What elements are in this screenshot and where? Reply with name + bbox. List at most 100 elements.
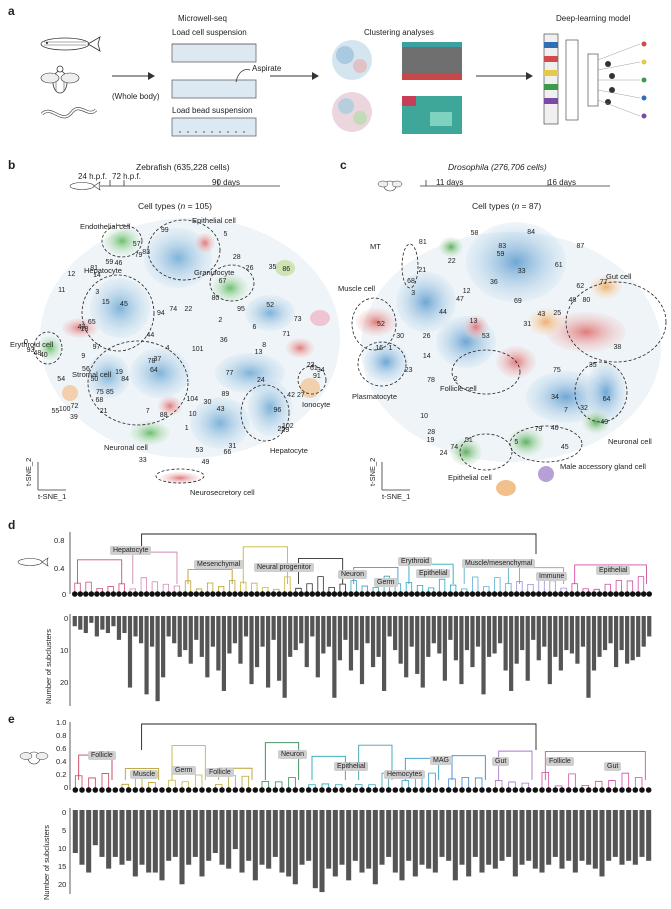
e-tree-leaf xyxy=(505,787,512,793)
e-tree-branch xyxy=(401,780,410,790)
d-tree-leaf xyxy=(436,591,443,597)
dm-numbers-num: 58 xyxy=(470,230,479,238)
e-tree-leaf xyxy=(212,787,219,793)
d-tree-branch xyxy=(339,583,346,594)
dm-numbers-num: 48 xyxy=(568,297,577,305)
zf-numbers-num: 85 xyxy=(106,388,114,396)
e-tree-branch xyxy=(634,777,643,790)
d-bars-bar xyxy=(647,616,652,637)
e-tree-leaf xyxy=(72,787,79,793)
d-bars-bar xyxy=(199,616,204,657)
e-tree-leaf xyxy=(599,787,605,793)
d-bars-bar xyxy=(183,616,188,651)
dm-numbers-num: 31 xyxy=(523,320,532,328)
d-bars-bar xyxy=(288,616,293,657)
zf-numbers-num: 79 xyxy=(134,252,143,260)
zf-numbers-num: 37 xyxy=(153,355,162,363)
zf-numbers-num: 25 xyxy=(277,425,286,433)
zf-numbers-num: 45 xyxy=(120,301,128,309)
d-tree-leaf xyxy=(243,591,249,597)
dm-numbers-num: 32 xyxy=(580,405,588,413)
dm-label-mt: MT xyxy=(370,242,381,251)
e-bars-bar xyxy=(226,810,232,869)
dm-numbers-num: 12 xyxy=(462,287,471,295)
d-bars-bar xyxy=(503,616,508,671)
zf-numbers-num: 21 xyxy=(99,407,108,415)
e-tree-group-branch xyxy=(404,757,440,780)
d-tree-leaf xyxy=(77,591,84,597)
d-bars-bar xyxy=(636,616,641,657)
d-tree-leaf xyxy=(149,591,155,597)
d-bars-bar xyxy=(625,616,630,664)
panel-b-title: Zebrafish (635,228 cells) xyxy=(136,162,230,172)
e-tree-leaf xyxy=(299,787,305,793)
dm-numbers-num: 2 xyxy=(453,375,458,383)
e-tree-leaf xyxy=(405,787,412,793)
e-bars-bar xyxy=(132,810,138,877)
dm-numbers-num: 80 xyxy=(582,296,591,304)
zf-numbers-num: 56 xyxy=(82,366,90,374)
e-tree-leaf xyxy=(625,787,632,793)
e-bars-bar xyxy=(586,810,592,865)
e-tree-leaf xyxy=(352,787,359,793)
dm-numbers-num: 69 xyxy=(513,297,522,305)
e-tree-leaf xyxy=(419,787,425,793)
e-tree-branch xyxy=(194,774,203,790)
d-tree-leaf xyxy=(94,591,100,597)
d-tree-leaf xyxy=(607,591,614,597)
zf-numbers-num: 93 xyxy=(26,346,35,354)
d-bars-bar xyxy=(497,616,503,644)
d-tree-leaf xyxy=(618,591,625,597)
e-tree-leaf xyxy=(285,787,292,793)
d-tree-leaf xyxy=(165,591,172,597)
d-tree-leaf xyxy=(502,591,509,597)
dm-numbers-num: 62 xyxy=(576,283,585,291)
d-bars-bar xyxy=(100,616,105,630)
d-tree-leaf xyxy=(138,591,144,597)
e-bars-bar xyxy=(632,810,638,865)
zf-numbers-num: 101 xyxy=(191,346,204,354)
dm-label-follicle: Follicle cell xyxy=(440,384,477,393)
e-bars-bar xyxy=(392,810,398,873)
e-group-muscle: Muscle xyxy=(130,770,159,779)
e-group-follicle-3: Follicle xyxy=(546,757,574,766)
zf-numbers-num: 12 xyxy=(67,270,76,278)
d-tree-leaf xyxy=(497,591,503,597)
d-tree-leaf xyxy=(281,591,288,597)
zf-numbers-num: 86 xyxy=(282,266,291,274)
e-bars-bar xyxy=(646,810,652,861)
e-tree-leaf xyxy=(532,787,539,793)
e-tree-leaf xyxy=(472,787,479,793)
zf-numbers-num: 83 xyxy=(142,249,151,257)
e-bars-bar xyxy=(366,810,372,869)
e-bars-bar xyxy=(466,810,472,877)
zf-stage-1: 24 h.p.f. xyxy=(78,172,107,181)
d-group-epithelial-1: Epithelial xyxy=(416,569,451,578)
e-bars-bar xyxy=(552,810,558,857)
zf-numbers-num: 14 xyxy=(93,272,101,280)
d-bars-bar xyxy=(78,616,83,630)
e-tree-leaf xyxy=(485,787,492,793)
e-bars-bar xyxy=(112,810,118,857)
d-tree-leaf xyxy=(524,591,531,597)
e-bars-bar xyxy=(419,810,425,865)
d-bars-bar xyxy=(161,616,166,678)
d-ytick-2: 0 xyxy=(62,590,67,599)
d-tree-leaf xyxy=(309,591,316,597)
d-bars-bar xyxy=(398,616,403,664)
d-bars-bar xyxy=(393,616,398,651)
e-tree-branch xyxy=(521,782,530,790)
d-bars-bar xyxy=(254,616,260,668)
e-ytick-2: 0.6 xyxy=(56,744,67,753)
d-bars-bar xyxy=(210,616,215,647)
dm-numbers-num: 5 xyxy=(514,439,519,447)
zf-numbers-num: 23 xyxy=(306,362,315,370)
d-tree-leaf xyxy=(453,591,459,597)
e-bars-bar xyxy=(612,810,618,857)
d-tree-leaf xyxy=(447,591,454,597)
e-tree-leaf xyxy=(252,787,259,793)
panel-d-letter: d xyxy=(8,518,16,532)
d-bars-bar xyxy=(127,616,133,688)
e-tree-leaf xyxy=(399,787,405,793)
e-group-follicle-1: Follicle xyxy=(88,751,116,760)
